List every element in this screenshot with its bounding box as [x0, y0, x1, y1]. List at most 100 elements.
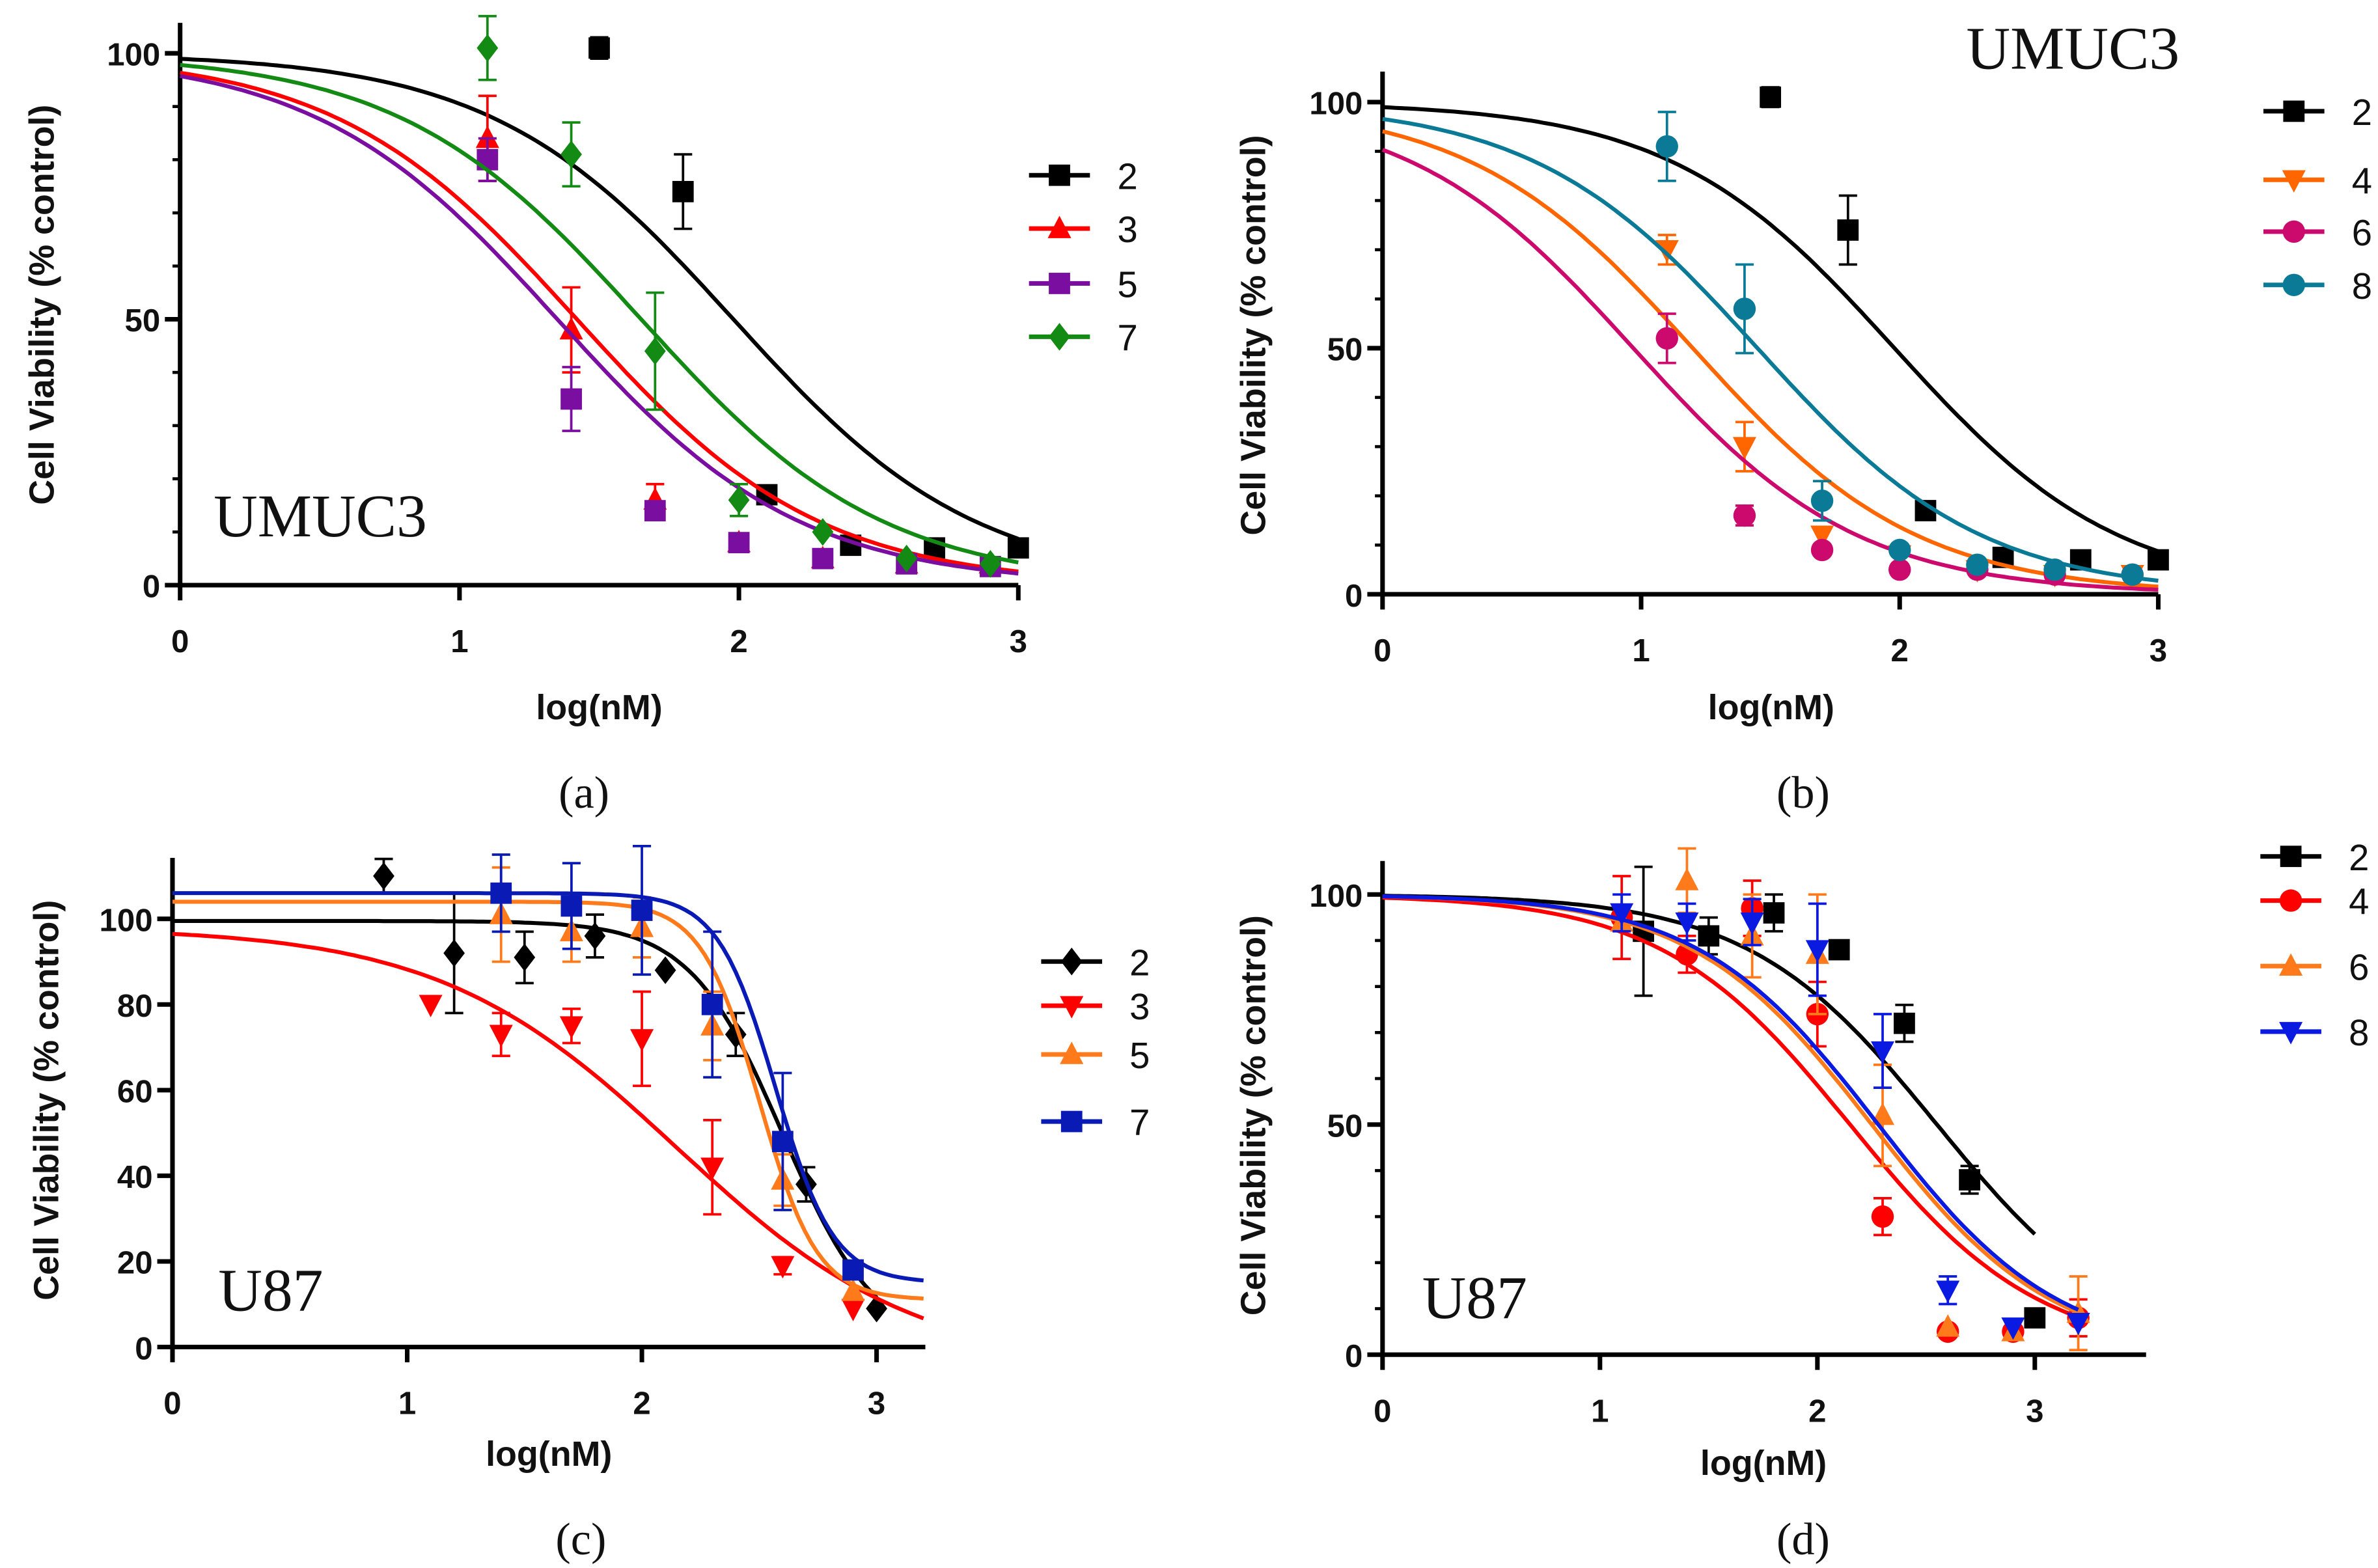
fit-curve: [172, 891, 924, 1283]
data-point: [2001, 1317, 2025, 1340]
fit-curve: [1382, 105, 2159, 553]
legend-entry: 2: [1029, 156, 1138, 197]
data-point: [841, 1299, 865, 1321]
data-point: [560, 388, 582, 410]
fit-curve: [180, 74, 1019, 576]
fit-curve: [1382, 894, 2079, 1315]
data-point: [1828, 939, 1850, 961]
data-point: [841, 1278, 865, 1301]
legend-entry: 4: [2260, 881, 2369, 922]
y-axis-title: Cell Viability (% control): [1234, 915, 1273, 1315]
fit-curve: [1382, 129, 2159, 589]
cell-line-label: UMUC3: [214, 483, 427, 550]
x-tick-label: 3: [2026, 1393, 2043, 1429]
x-tick-label: 1: [1632, 633, 1650, 668]
legend-marker: [1060, 996, 1084, 1019]
y-tick-label: 50: [1327, 1108, 1363, 1144]
y-tick-label: 60: [117, 1074, 153, 1110]
legend-label: 3: [1117, 209, 1137, 250]
cell-line-label: UMUC3: [1966, 15, 2179, 82]
legend-marker: [2279, 1022, 2303, 1045]
legend-entry: 6: [2263, 212, 2372, 253]
legend-marker: [1060, 947, 1083, 976]
data-point: [514, 943, 536, 972]
x-tick-label: 0: [171, 624, 189, 659]
series-6: [1381, 148, 2159, 592]
data-point: [1763, 902, 1785, 924]
data-point: [771, 1256, 795, 1279]
legend-marker: [2280, 846, 2302, 868]
legend-entry: 3: [1029, 209, 1138, 250]
data-point: [1655, 240, 1679, 263]
legend-label: 7: [1129, 1102, 1150, 1143]
data-point: [630, 1029, 654, 1052]
data-point: [1655, 135, 1678, 158]
panel-label: (c): [555, 1514, 606, 1565]
legend-label: 6: [2349, 946, 2369, 987]
data-point: [2024, 1307, 2046, 1329]
y-tick-label: 0: [135, 1330, 152, 1366]
data-point: [771, 1131, 794, 1153]
x-axis-title: log(nM): [536, 688, 662, 727]
legend-entry: 2: [2263, 92, 2372, 133]
panel-label: (b): [1777, 767, 1830, 818]
panel-label: (a): [559, 767, 609, 818]
fit-curve: [172, 931, 924, 1321]
legend-label: 2: [1129, 942, 1150, 983]
data-point: [672, 180, 694, 202]
fit-curve: [172, 918, 878, 1299]
legend-entry: 8: [2263, 266, 2372, 307]
data-point: [477, 148, 499, 171]
legend-label: 2: [2349, 837, 2369, 878]
x-tick-label: 0: [163, 1386, 181, 1422]
data-point: [1871, 1205, 1894, 1228]
data-point: [644, 500, 666, 521]
y-tick-label: 40: [117, 1159, 153, 1195]
legend-marker: [2283, 100, 2305, 122]
y-tick-label: 80: [117, 988, 153, 1024]
data-point: [443, 939, 465, 967]
y-tick-label: 0: [1345, 578, 1362, 614]
data-point: [1732, 437, 1756, 460]
fit-curve: [1381, 148, 2159, 592]
data-point: [700, 1157, 725, 1180]
x-tick-label: 1: [398, 1386, 416, 1422]
series-2: [172, 857, 887, 1323]
data-point: [1894, 1012, 1915, 1034]
x-tick-label: 1: [450, 624, 468, 659]
legend-marker: [1060, 1041, 1084, 1064]
panel-b: 0 1 2 3 0 50 100 log(nM) Cell Viability (% contr…: [1234, 15, 2372, 818]
data-point: [1805, 940, 1829, 963]
series-4: [1382, 129, 2159, 589]
data-point: [1810, 489, 1834, 512]
legend-marker: [2282, 220, 2306, 243]
legend-entry: 6: [2260, 946, 2369, 987]
fit-curve: [180, 70, 1019, 574]
series-2: [1382, 86, 2169, 571]
cell-line-label: U87: [218, 1257, 323, 1324]
x-tick-label: 3: [868, 1386, 885, 1422]
y-tick-label: 50: [1327, 332, 1363, 368]
series-7: [180, 14, 1019, 578]
x-tick-label: 2: [730, 624, 747, 659]
data-point: [842, 1259, 864, 1281]
fit-curve: [1382, 894, 2079, 1312]
y-axis-title: Cell Viability (% control): [1234, 135, 1273, 535]
data-point: [701, 993, 723, 1015]
data-point: [1870, 1102, 1895, 1125]
panel-label: (d): [1777, 1514, 1830, 1565]
data-point: [654, 956, 676, 984]
series-5: [180, 74, 1019, 577]
data-point: [1837, 219, 1859, 241]
fit-curve: [1382, 896, 2079, 1319]
data-point: [728, 532, 750, 554]
series-5: [172, 866, 924, 1301]
fit-curve: [1382, 117, 2159, 583]
x-tick-label: 0: [1374, 1393, 1391, 1429]
data-point: [2043, 558, 2066, 581]
series-8: [1382, 111, 2159, 586]
panel-a: 0 1 2 3 0 50 100 log(nM) Cell Viability (% contr…: [22, 14, 1138, 818]
y-tick-label: 100: [1309, 878, 1362, 914]
data-point: [896, 544, 918, 573]
